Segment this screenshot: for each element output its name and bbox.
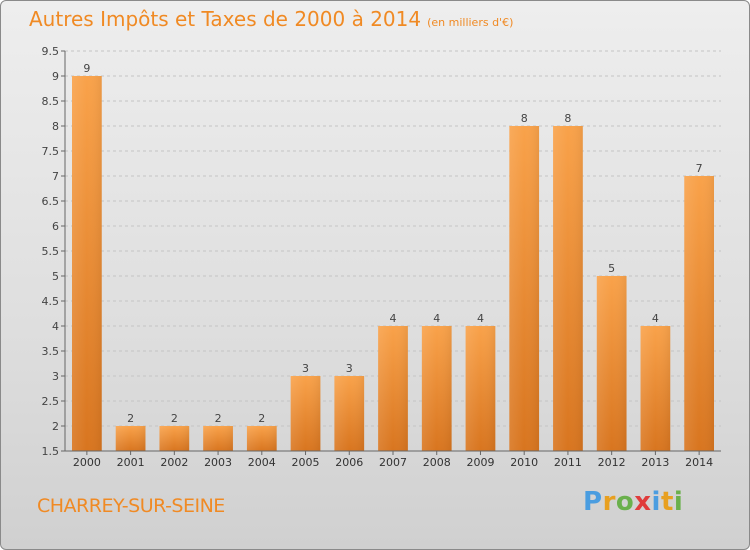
bar-shine [334, 376, 365, 451]
data-label-2000: 9 [83, 62, 90, 75]
chart-unit: (en milliers d'€) [427, 16, 514, 29]
data-label-2002: 2 [171, 412, 178, 425]
proxiti-logo: Proxiti [583, 487, 683, 517]
y-tick-label: 1.5 [42, 445, 60, 458]
y-tick-label: 3 [52, 370, 59, 383]
bar-shine [246, 426, 277, 451]
bar-shine [596, 276, 627, 451]
chart-title: Autres Impôts et Taxes de 2000 à 2014 (en… [29, 7, 513, 31]
x-tick-label-2012: 2012 [598, 456, 626, 469]
x-tick-label-2002: 2002 [160, 456, 188, 469]
y-tick-label: 2 [52, 420, 59, 433]
logo-letter: t [660, 487, 674, 517]
y-tick-label: 8.5 [42, 95, 60, 108]
x-tick-label-2001: 2001 [117, 456, 145, 469]
y-tick-label: 9 [52, 70, 59, 83]
y-tick-label: 6 [52, 220, 59, 233]
y-tick-label: 5.5 [42, 245, 60, 258]
x-tick-label-2013: 2013 [641, 456, 669, 469]
data-label-2008: 4 [433, 312, 440, 325]
town-name: CHARREY-SUR-SEINE [37, 495, 225, 517]
bar-shine [203, 426, 233, 451]
data-label-2012: 5 [608, 262, 615, 275]
y-tick-label: 8 [52, 120, 59, 133]
bar-shine [378, 326, 408, 451]
logo-letter: i [673, 487, 684, 517]
y-tick-label: 4 [52, 320, 59, 333]
y-tick-label: 6.5 [42, 195, 60, 208]
bar-shine [640, 326, 671, 451]
bar-shine [290, 376, 321, 451]
data-label-2011: 8 [564, 112, 571, 125]
data-label-2003: 2 [215, 412, 222, 425]
data-label-2004: 2 [258, 412, 265, 425]
logo-letter: i [651, 487, 661, 517]
logo-letter: P [583, 487, 603, 517]
data-label-2001: 2 [127, 412, 134, 425]
x-tick-label-2009: 2009 [466, 456, 494, 469]
x-tick-label-2007: 2007 [379, 456, 407, 469]
x-tick-label-2011: 2011 [554, 456, 582, 469]
logo-letter: o [615, 487, 635, 517]
y-tick-label: 2.5 [42, 395, 60, 408]
data-label-2010: 8 [521, 112, 528, 125]
y-tick-label: 7.5 [42, 145, 60, 158]
bar-shine [115, 426, 146, 451]
bar-shine [421, 326, 452, 451]
logo-letter: r [602, 487, 616, 517]
x-tick-label-2010: 2010 [510, 456, 538, 469]
x-tick-label-2008: 2008 [423, 456, 451, 469]
chart-title-text: Autres Impôts et Taxes de 2000 à 2014 [29, 7, 422, 31]
x-tick-label-2004: 2004 [248, 456, 276, 469]
bar-shine [71, 76, 102, 451]
data-label-2014: 7 [696, 162, 703, 175]
bar-shine [684, 176, 715, 451]
x-tick-label-2005: 2005 [292, 456, 320, 469]
x-tick-label-2003: 2003 [204, 456, 232, 469]
x-tick-label-2014: 2014 [685, 456, 713, 469]
x-tick-label-2006: 2006 [335, 456, 363, 469]
bar-shine [159, 426, 190, 451]
data-label-2009: 4 [477, 312, 484, 325]
y-tick-label: 7 [52, 170, 59, 183]
data-label-2006: 3 [346, 362, 353, 375]
x-tick-label-2000: 2000 [73, 456, 101, 469]
bar-shine [553, 126, 583, 451]
bar-shine [465, 326, 496, 451]
data-label-2013: 4 [652, 312, 659, 325]
y-tick-label: 5 [52, 270, 59, 283]
data-label-2005: 3 [302, 362, 309, 375]
data-label-2007: 4 [390, 312, 397, 325]
y-tick-label: 9.5 [42, 45, 60, 58]
logo-letter: x [634, 487, 652, 517]
bar-shine [509, 126, 540, 451]
y-tick-label: 4.5 [42, 295, 60, 308]
y-tick-label: 3.5 [42, 345, 60, 358]
